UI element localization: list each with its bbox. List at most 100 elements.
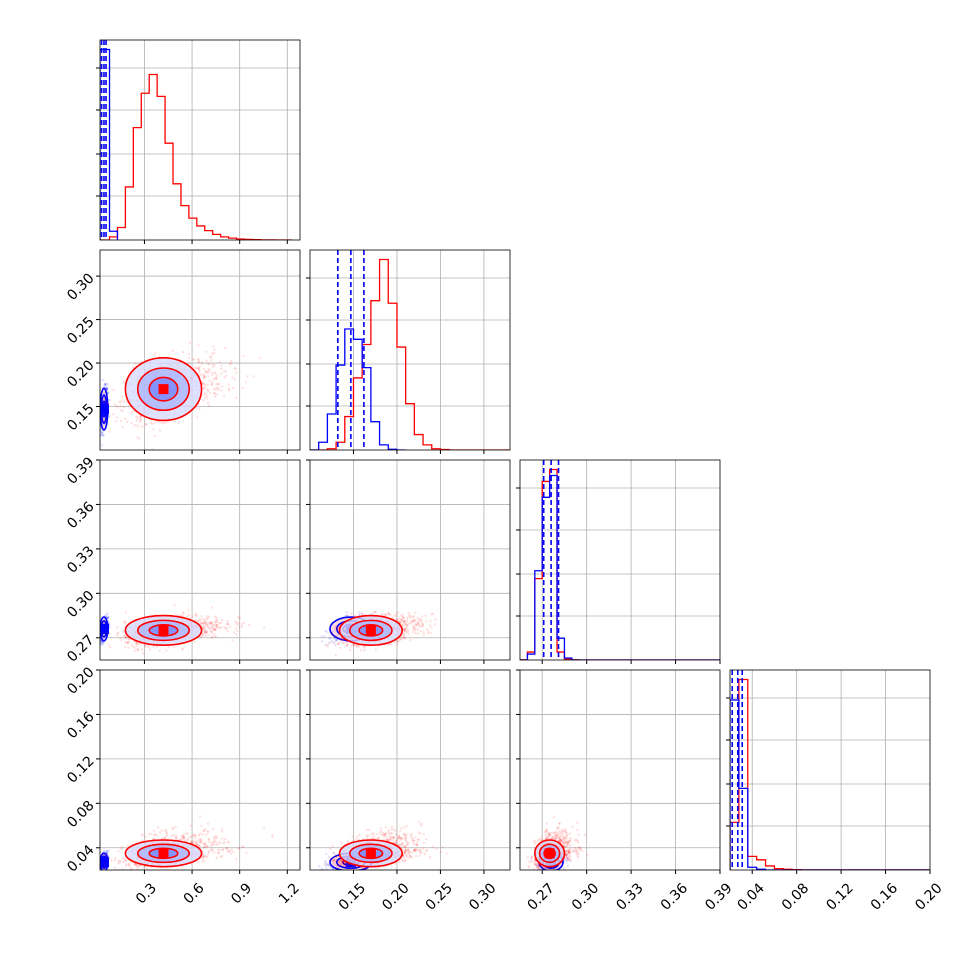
scatter-point — [420, 630, 422, 632]
scatter-point — [164, 422, 166, 424]
tick-label-y-p2: 0.30 — [64, 588, 97, 621]
scatter-point — [209, 392, 211, 394]
scatter-point — [198, 619, 200, 621]
scatter-point — [212, 366, 214, 368]
scatter-point — [212, 828, 214, 830]
tick-label-y-p1: 0.15 — [64, 401, 97, 434]
scatter-point — [107, 612, 109, 614]
scatter-point — [238, 626, 240, 628]
scatter-point — [235, 397, 237, 399]
scatter-point — [123, 400, 125, 402]
scatter-group — [91, 342, 261, 451]
scatter-point — [217, 387, 219, 389]
scatter-point — [112, 389, 114, 391]
scatter-point — [207, 372, 209, 374]
scatter-point — [358, 611, 360, 613]
scatter-point — [181, 648, 183, 650]
scatter-point — [137, 417, 139, 419]
scatter-point — [350, 613, 352, 615]
scatter-point — [414, 612, 416, 614]
scatter-point — [207, 384, 209, 386]
scatter-point — [188, 353, 190, 355]
panel-frame — [100, 250, 300, 450]
scatter-point — [188, 357, 190, 359]
scatter-point — [211, 363, 213, 365]
scatter-point — [122, 426, 124, 428]
scatter-point — [211, 374, 213, 376]
scatter-point — [114, 857, 116, 859]
scatter-point — [216, 375, 218, 377]
scatter-point — [361, 612, 363, 614]
scatter-point — [130, 422, 132, 424]
scatter-point — [159, 650, 161, 652]
scatter-point — [135, 419, 137, 421]
scatter-point — [98, 872, 100, 874]
scatter-point — [142, 652, 144, 654]
scatter-point — [123, 380, 125, 382]
scatter-point — [100, 871, 102, 873]
scatter-point — [138, 437, 140, 439]
scatter-point — [210, 356, 212, 358]
scatter-point — [259, 357, 261, 359]
scatter-point — [223, 370, 225, 372]
scatter-point — [141, 426, 143, 428]
scatter-point — [409, 639, 411, 641]
panel-p1-p1 — [306, 250, 510, 454]
scatter-point — [202, 634, 204, 636]
scatter-point — [114, 859, 116, 861]
tick-label-y-p2: 0.27 — [64, 632, 97, 665]
scatter-point — [145, 423, 147, 425]
scatter-point — [197, 358, 199, 360]
scatter-point — [342, 642, 344, 644]
scatter-point — [210, 371, 212, 373]
scatter-point — [193, 358, 195, 360]
density-peak — [158, 384, 168, 394]
scatter-point — [213, 352, 215, 354]
scatter-point — [230, 360, 232, 362]
scatter-point — [234, 368, 236, 370]
scatter-point — [159, 429, 161, 431]
scatter-point — [101, 444, 103, 446]
scatter-point — [408, 612, 410, 614]
scatter-point — [153, 354, 155, 356]
scatter-point — [223, 626, 225, 628]
scatter-point — [102, 644, 104, 646]
scatter-point — [245, 381, 247, 383]
scatter-point — [97, 863, 99, 865]
scatter-point — [97, 628, 99, 630]
scatter-point — [427, 632, 429, 634]
scatter-point — [354, 644, 356, 646]
scatter-point — [116, 416, 118, 418]
scatter-point — [188, 614, 190, 616]
scatter-point — [106, 632, 108, 634]
scatter-point — [136, 644, 138, 646]
density-peak — [99, 404, 109, 414]
scatter-point — [215, 619, 217, 621]
scatter-point — [191, 615, 193, 617]
scatter-point — [363, 646, 365, 648]
scatter-point — [412, 631, 414, 633]
scatter-point — [207, 375, 209, 377]
scatter-point — [345, 611, 347, 613]
scatter-point — [336, 635, 338, 637]
scatter-point — [358, 645, 360, 647]
scatter-group — [97, 815, 274, 877]
scatter-point — [204, 621, 206, 623]
scatter-point — [213, 392, 215, 394]
scatter-point — [107, 392, 109, 394]
scatter-point — [202, 627, 204, 629]
panel-p0-p1: 0.150.200.250.30 — [64, 250, 300, 454]
scatter-point — [226, 627, 228, 629]
scatter-point — [388, 613, 390, 615]
scatter-point — [434, 618, 436, 620]
scatter-point — [102, 871, 104, 873]
scatter-point — [429, 620, 431, 622]
scatter-point — [434, 623, 436, 625]
scatter-point — [423, 634, 425, 636]
scatter-point — [127, 647, 129, 649]
scatter-point — [397, 641, 399, 643]
scatter-point — [326, 631, 328, 633]
scatter-point — [134, 650, 136, 652]
scatter-point — [224, 347, 226, 349]
